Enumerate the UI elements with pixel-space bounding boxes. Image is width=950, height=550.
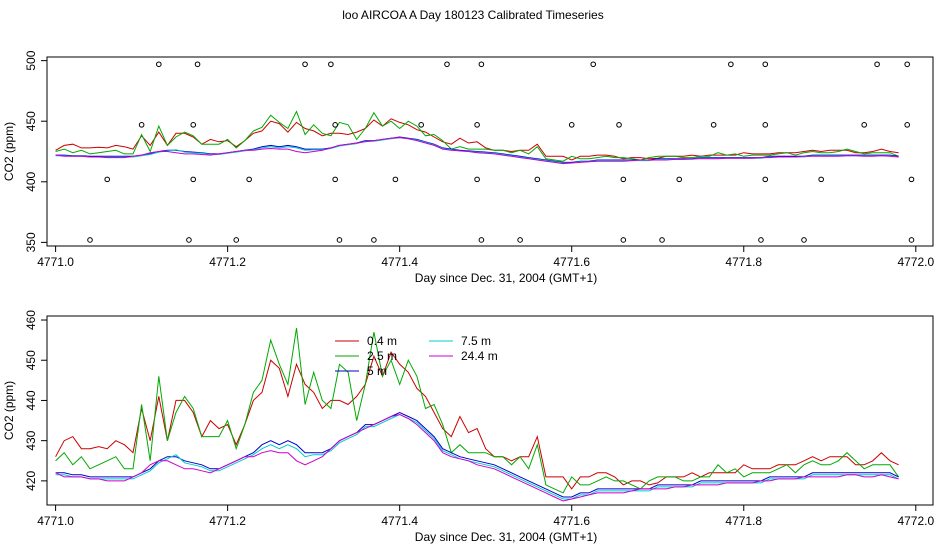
- x-tick-label: 4772.0: [897, 514, 934, 528]
- series-line-0-4-m: [55, 351, 899, 490]
- data-marker: [762, 61, 769, 68]
- data-marker: [302, 61, 308, 68]
- series-line-0-4-m: [55, 118, 899, 161]
- x-tick-label: 4771.8: [725, 514, 762, 528]
- plot-frame: [46, 315, 934, 506]
- data-marker: [534, 176, 541, 183]
- x-tick-label: 4772.0: [897, 255, 934, 269]
- y-axis-label: CO2 (ppm): [2, 381, 16, 440]
- data-marker: [762, 176, 769, 183]
- x-tick-label: 4771.4: [381, 255, 418, 269]
- series-line-24-4-m: [55, 413, 899, 502]
- data-marker: [246, 176, 252, 183]
- legend: 0.4 m2.5 m5 m 7.5 m24.4 m: [335, 334, 498, 378]
- data-marker: [874, 61, 880, 68]
- data-marker: [190, 176, 197, 183]
- y-tick-label: 350: [24, 232, 38, 252]
- data-marker: [904, 122, 910, 128]
- data-marker: [474, 176, 480, 183]
- series-line-2-5-m: [55, 328, 900, 494]
- data-marker: [104, 176, 111, 183]
- y-tick-label: 450: [24, 111, 38, 131]
- data-marker: [590, 61, 597, 68]
- x-tick-label: 4771.6: [553, 255, 590, 269]
- data-marker: [233, 237, 240, 243]
- y-tick-label: 440: [24, 390, 38, 410]
- y-tick-label: 450: [24, 350, 38, 370]
- data-marker: [444, 61, 450, 68]
- figure-title: loo AIRCOA A Day 180123 Calibrated Times…: [342, 8, 603, 22]
- y-tick-label: 500: [24, 50, 38, 70]
- x-axis-label: Day since Dec. 31, 2004 (GMT+1): [415, 271, 597, 285]
- data-marker: [801, 237, 807, 243]
- series-line-5-m: [55, 136, 899, 163]
- x-tick-label: 4771.8: [725, 255, 762, 269]
- x-tick-label: 4771.0: [37, 255, 74, 269]
- series-line-24-4-m: [55, 137, 899, 165]
- data-marker: [659, 237, 665, 243]
- data-marker: [186, 237, 192, 243]
- bottom-panel: 4771.0 4771.2 4771.4 4771.6 4771.8 4772.0 420 4…: [2, 310, 934, 544]
- data-marker: [156, 61, 162, 68]
- plot-frame: [46, 56, 934, 247]
- top-panel: 4771.0 4771.2 4771.4 4771.6 4771.8 4772.0 350 4…: [2, 50, 934, 285]
- data-marker: [392, 176, 399, 183]
- legend-label: 5 m: [367, 364, 387, 378]
- data-marker: [138, 122, 145, 128]
- x-tick-label: 4771.2: [209, 255, 246, 269]
- legend-label: 7.5 m: [461, 334, 491, 348]
- x-tick-label: 4771.4: [381, 514, 418, 528]
- data-marker: [908, 237, 915, 243]
- data-marker: [861, 122, 867, 128]
- data-marker: [87, 237, 93, 243]
- data-marker: [616, 122, 622, 128]
- data-marker: [478, 237, 485, 243]
- series-line-5-m: [55, 411, 899, 498]
- legend-label: 0.4 m: [367, 334, 397, 348]
- data-marker: [517, 237, 523, 243]
- x-tick-label: 4771.6: [553, 514, 590, 528]
- legend-label: 24.4 m: [461, 349, 498, 363]
- series-group: [55, 110, 899, 165]
- y-tick-label: 460: [24, 310, 38, 330]
- data-marker: [728, 61, 734, 68]
- data-marker: [568, 122, 575, 128]
- data-marker: [474, 122, 480, 128]
- series-line-7-5-m: [55, 413, 899, 500]
- data-marker: [336, 237, 343, 243]
- data-marker: [904, 61, 910, 68]
- data-marker: [332, 122, 338, 128]
- x-axis-label: Day since Dec. 31, 2004 (GMT+1): [415, 530, 597, 544]
- y-tick-label: 420: [24, 471, 38, 491]
- data-marker: [332, 176, 338, 183]
- data-marker: [818, 176, 824, 183]
- series-group: [55, 328, 900, 502]
- y-axis-label: CO2 (ppm): [2, 122, 16, 181]
- data-marker: [908, 176, 915, 183]
- y-tick-label: 430: [24, 430, 38, 450]
- data-marker: [762, 122, 769, 128]
- data-marker: [758, 237, 764, 243]
- y-tick-label: 400: [24, 171, 38, 191]
- data-marker: [710, 122, 717, 128]
- data-marker: [620, 237, 627, 243]
- data-marker: [478, 61, 485, 68]
- data-marker: [190, 122, 197, 128]
- series-line-2-5-m: [55, 110, 899, 162]
- data-marker: [620, 176, 627, 183]
- data-marker: [418, 122, 424, 128]
- data-marker: [676, 176, 683, 183]
- x-tick-label: 4771.2: [209, 514, 246, 528]
- x-tick-label: 4771.0: [37, 514, 74, 528]
- data-marker: [371, 237, 377, 243]
- legend-label: 2.5 m: [367, 349, 397, 363]
- data-marker: [194, 61, 201, 68]
- data-marker: [328, 61, 334, 68]
